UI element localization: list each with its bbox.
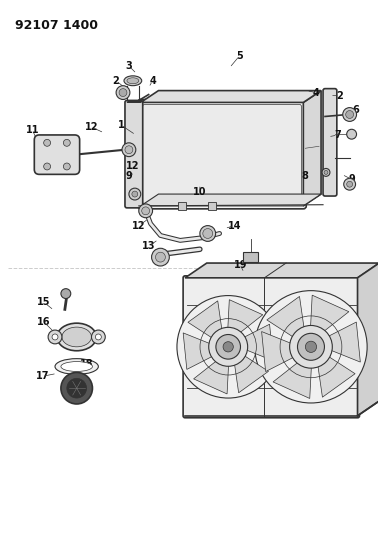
Circle shape: [125, 146, 133, 154]
Circle shape: [200, 225, 216, 241]
Circle shape: [203, 229, 213, 238]
Circle shape: [142, 207, 150, 215]
Text: 12: 12: [132, 221, 146, 231]
Circle shape: [61, 373, 93, 404]
Text: 11: 11: [26, 125, 39, 135]
Polygon shape: [233, 351, 269, 393]
Text: 18: 18: [80, 359, 93, 368]
Ellipse shape: [124, 76, 142, 86]
Text: 2: 2: [336, 91, 343, 101]
FancyBboxPatch shape: [143, 104, 301, 204]
Ellipse shape: [127, 78, 139, 84]
Ellipse shape: [57, 323, 96, 351]
Circle shape: [129, 188, 141, 200]
Text: 10: 10: [193, 187, 207, 197]
Circle shape: [343, 108, 357, 122]
Circle shape: [132, 191, 138, 197]
Text: 7: 7: [335, 130, 341, 140]
Circle shape: [324, 171, 328, 174]
Polygon shape: [185, 263, 379, 278]
FancyBboxPatch shape: [34, 135, 80, 174]
Circle shape: [63, 140, 70, 146]
Polygon shape: [183, 333, 220, 369]
Ellipse shape: [62, 327, 91, 347]
Circle shape: [52, 334, 58, 340]
Circle shape: [344, 179, 355, 190]
Circle shape: [44, 140, 51, 146]
Text: 3: 3: [125, 61, 132, 71]
Circle shape: [346, 110, 354, 118]
Polygon shape: [310, 295, 349, 337]
Circle shape: [95, 334, 101, 340]
Circle shape: [347, 130, 357, 139]
Circle shape: [119, 88, 127, 96]
Circle shape: [223, 342, 233, 352]
Polygon shape: [320, 322, 360, 362]
Polygon shape: [127, 101, 142, 102]
Circle shape: [44, 163, 51, 170]
Polygon shape: [273, 357, 312, 399]
Polygon shape: [303, 91, 321, 206]
Bar: [243, 252, 258, 262]
Text: 6: 6: [352, 106, 359, 115]
Circle shape: [347, 181, 352, 187]
Polygon shape: [188, 301, 223, 342]
Ellipse shape: [55, 359, 98, 374]
Text: 12: 12: [126, 161, 139, 172]
Text: 9: 9: [348, 174, 355, 184]
Text: 4: 4: [149, 76, 156, 86]
Circle shape: [116, 86, 130, 100]
Circle shape: [91, 330, 105, 344]
Text: 1: 1: [118, 120, 125, 130]
Text: 4: 4: [313, 87, 320, 98]
Circle shape: [61, 289, 71, 298]
Text: 13: 13: [142, 241, 155, 251]
Text: 20: 20: [186, 332, 200, 342]
FancyBboxPatch shape: [138, 100, 306, 209]
Circle shape: [322, 168, 330, 176]
Polygon shape: [317, 352, 355, 397]
Polygon shape: [267, 296, 305, 342]
Polygon shape: [227, 300, 263, 338]
Text: 14: 14: [227, 221, 241, 231]
Circle shape: [152, 248, 169, 266]
Polygon shape: [237, 324, 273, 361]
Bar: [208, 202, 216, 210]
Circle shape: [177, 296, 279, 398]
Circle shape: [298, 333, 325, 360]
Bar: [178, 202, 186, 210]
FancyBboxPatch shape: [125, 100, 143, 208]
Circle shape: [139, 204, 152, 217]
Circle shape: [67, 378, 86, 398]
Text: 19: 19: [234, 260, 247, 270]
FancyBboxPatch shape: [323, 88, 337, 196]
Circle shape: [255, 290, 367, 403]
Text: 12: 12: [85, 122, 98, 132]
Circle shape: [290, 326, 332, 368]
Circle shape: [209, 327, 248, 366]
Text: 5: 5: [236, 51, 243, 61]
Polygon shape: [357, 263, 379, 416]
Text: 92107 1400: 92107 1400: [14, 19, 98, 31]
Polygon shape: [262, 332, 302, 372]
Text: 2: 2: [113, 76, 120, 86]
Text: 8: 8: [301, 171, 308, 181]
Circle shape: [305, 341, 317, 352]
Text: 16: 16: [37, 317, 51, 327]
Circle shape: [63, 163, 70, 170]
Text: 9: 9: [125, 171, 132, 181]
Ellipse shape: [61, 361, 93, 372]
Text: 17: 17: [35, 372, 49, 382]
Circle shape: [48, 330, 62, 344]
Polygon shape: [141, 91, 321, 102]
Circle shape: [155, 252, 165, 262]
Circle shape: [216, 335, 240, 359]
FancyBboxPatch shape: [183, 276, 360, 418]
Text: 15: 15: [37, 297, 51, 308]
Ellipse shape: [213, 336, 243, 358]
Polygon shape: [141, 194, 321, 206]
Polygon shape: [194, 356, 229, 394]
Circle shape: [122, 143, 136, 157]
